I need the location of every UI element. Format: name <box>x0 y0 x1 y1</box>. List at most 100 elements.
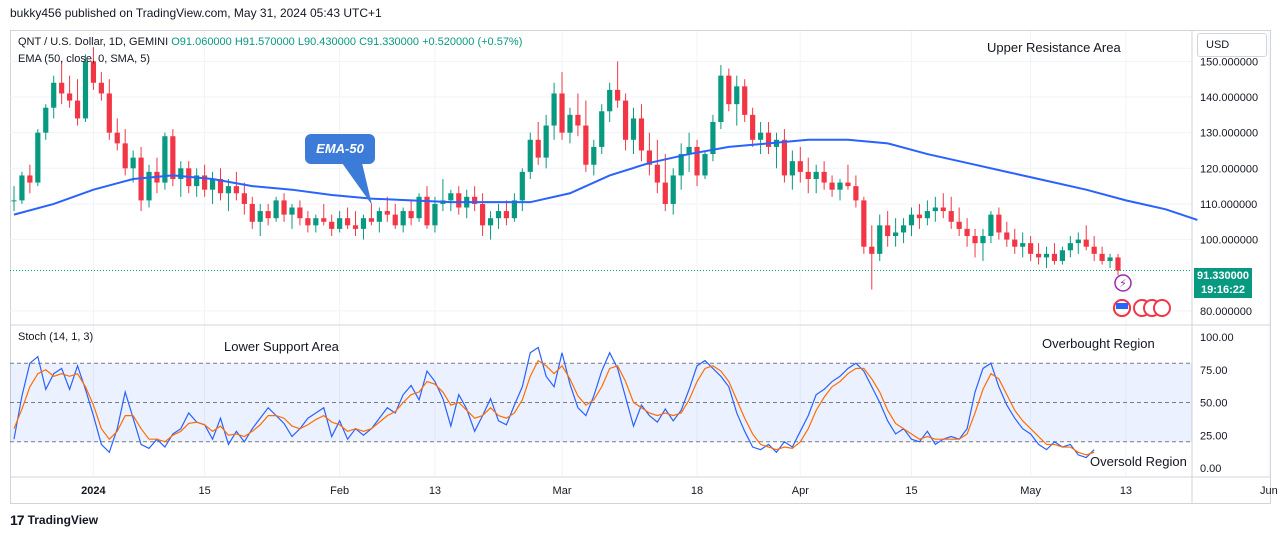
price-legend: QNT / U.S. Dollar, 1D, GEMINI O91.060000… <box>18 36 522 48</box>
candle-body <box>527 139 533 172</box>
flag-canton-icon <box>1116 303 1128 309</box>
candle-body <box>424 196 430 226</box>
price-tick-label: 130.000000 <box>1200 128 1258 140</box>
date-tick-label: 15 <box>905 485 917 497</box>
lower-support-label: Lower Support Area <box>224 339 339 354</box>
date-tick-label: 15 <box>198 485 210 497</box>
currency-button[interactable]: USD <box>1197 33 1267 57</box>
stoch-tick-label: 0.00 <box>1200 463 1221 475</box>
candle-body <box>495 211 502 219</box>
candle-body <box>877 225 883 254</box>
candle-body <box>209 179 216 190</box>
candle-body <box>313 218 319 226</box>
candle-body <box>1107 257 1113 261</box>
candle-body <box>956 221 962 229</box>
us-flag-event-icon <box>1153 299 1171 317</box>
candle-body <box>781 139 788 176</box>
candle-body <box>543 125 549 158</box>
candle-body <box>924 211 930 219</box>
candle-body <box>178 168 184 179</box>
last-price-value: 91.330000 <box>1197 270 1249 282</box>
candle-body <box>885 225 891 237</box>
candle-body <box>249 203 255 222</box>
ema-callout-pointer <box>342 163 372 205</box>
candle-body <box>996 214 1002 233</box>
date-tick-label: 13 <box>429 485 441 497</box>
candle-body <box>654 164 660 183</box>
candle-body <box>742 86 748 115</box>
candle-body <box>1075 239 1081 244</box>
price-tick-label: 120.000000 <box>1200 163 1258 175</box>
candle-body <box>305 218 311 226</box>
candle-body <box>194 175 200 187</box>
candle-body <box>797 161 803 172</box>
high-value: H91.570000 <box>234 36 295 48</box>
price-tick-label: 140.000000 <box>1200 92 1258 104</box>
candle-body <box>694 146 700 176</box>
candle-body <box>202 175 208 190</box>
countdown-timer: 19:16:22 <box>1200 284 1246 296</box>
candle-body <box>337 218 343 229</box>
chart-frame <box>10 30 1271 504</box>
candle-body <box>98 82 104 94</box>
candle-body <box>472 196 478 204</box>
candle-body <box>853 186 859 201</box>
candle-body <box>718 75 724 122</box>
candle-body <box>170 136 176 179</box>
candle-body <box>662 182 668 204</box>
candle-body <box>988 214 994 237</box>
candle-body <box>535 139 541 158</box>
candle-body <box>329 221 335 229</box>
date-tick-label: 13 <box>1120 485 1132 497</box>
symbol-label[interactable]: QNT / U.S. Dollar, 1D, GEMINI <box>18 36 169 48</box>
candle-body <box>51 82 57 108</box>
oversold-label: Oversold Region <box>1090 454 1187 469</box>
candle-body <box>1091 246 1097 254</box>
brand-name: TradingView <box>27 513 99 527</box>
candle-body <box>1028 243 1034 254</box>
candle-body <box>615 89 621 101</box>
candle-body <box>575 114 581 126</box>
stoch-legend[interactable]: Stoch (14, 1, 3) <box>18 331 94 343</box>
lightning-event-icon <box>1114 274 1132 292</box>
candle-body <box>66 93 73 101</box>
candle-body <box>1067 243 1073 251</box>
candle-body <box>257 211 263 222</box>
candle-body <box>932 207 938 212</box>
ema-callout: EMA-50 <box>305 134 375 164</box>
ema-legend[interactable]: EMA (50, close, 0, SMA, 5) <box>18 53 151 65</box>
candle-body <box>750 114 756 140</box>
candle-body <box>265 211 271 219</box>
price-tick-label: 100.000000 <box>1200 235 1258 247</box>
candle-body <box>217 179 224 194</box>
footer-brand: 17 TradingView <box>10 512 98 528</box>
date-tick-label: May <box>1020 485 1041 497</box>
date-tick-label: Mar <box>553 485 572 497</box>
low-value: L90.430000 <box>297 36 356 48</box>
candle-body <box>352 225 359 229</box>
candle-body <box>130 157 136 169</box>
candle-body <box>583 125 589 165</box>
candle-body <box>1099 253 1105 261</box>
candle-body <box>74 100 81 119</box>
candle-body <box>241 193 247 204</box>
price-tick-label: 80.000000 <box>1200 306 1252 318</box>
candle-body <box>43 107 49 133</box>
close-value: C91.330000 <box>359 36 420 48</box>
candle-body <box>964 228 970 237</box>
candle-body <box>837 182 843 190</box>
candle-body <box>233 186 239 194</box>
candle-body <box>789 161 795 176</box>
candle-body <box>980 236 986 244</box>
candle-body <box>821 171 827 183</box>
candle-body <box>146 171 152 201</box>
candle-body <box>59 82 65 94</box>
publisher-info: bukky456 published on TradingView.com, M… <box>10 6 382 20</box>
candle-body <box>829 182 835 190</box>
candle-body <box>1020 243 1026 247</box>
overbought-label: Overbought Region <box>1042 336 1155 351</box>
candle-body <box>1051 253 1058 261</box>
stoch-k-line <box>13 346 1095 459</box>
candle-body <box>813 171 819 179</box>
